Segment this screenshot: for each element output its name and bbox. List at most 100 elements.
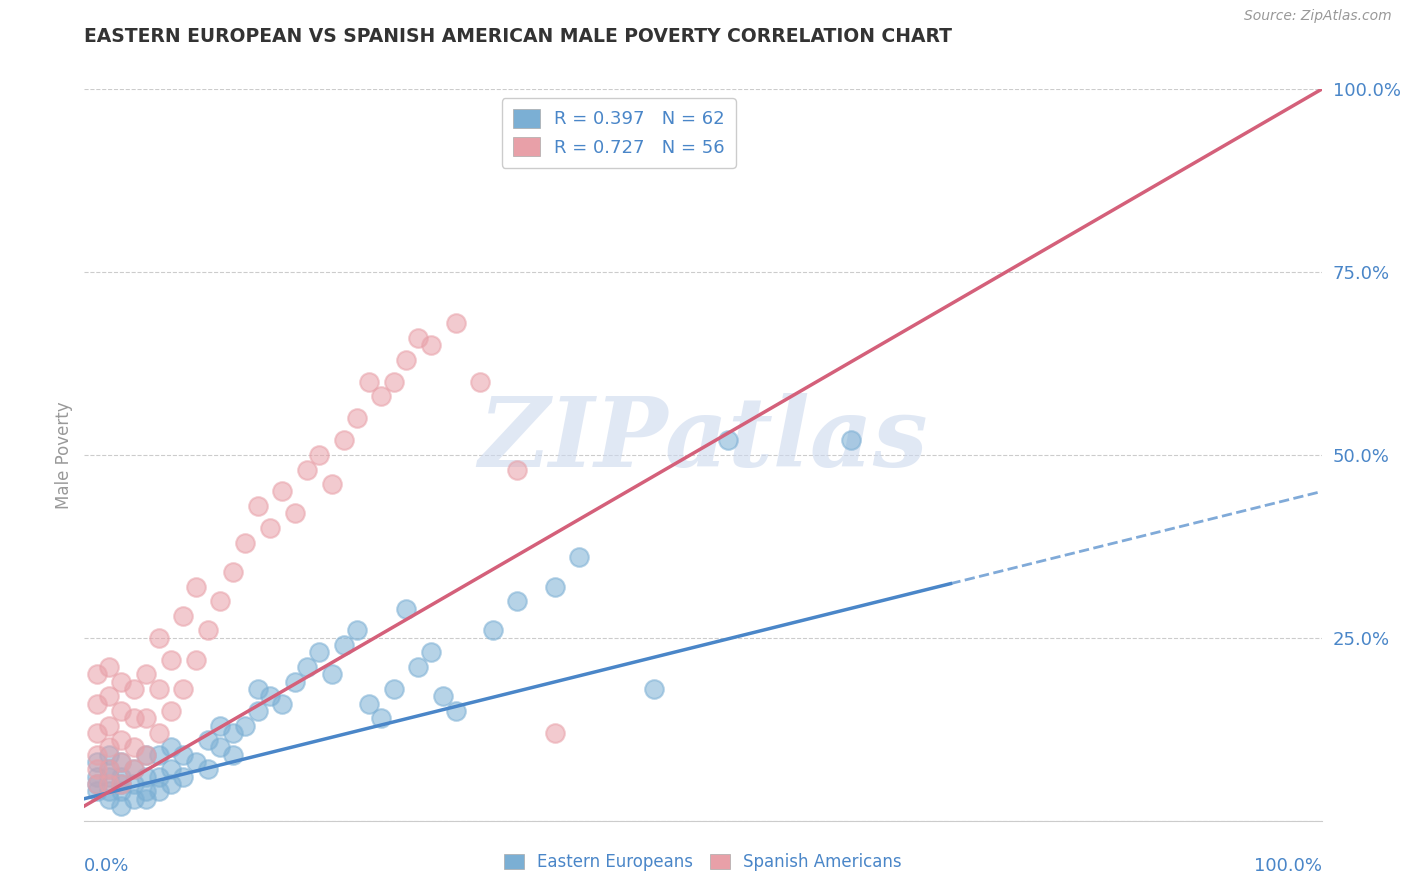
Point bbox=[86, 763, 108, 777]
Point bbox=[419, 645, 441, 659]
Point bbox=[98, 747, 121, 762]
Point bbox=[110, 733, 132, 747]
Point bbox=[86, 784, 108, 798]
Point bbox=[284, 674, 307, 689]
Point bbox=[481, 624, 503, 638]
Point bbox=[357, 375, 380, 389]
Point bbox=[543, 726, 565, 740]
Point bbox=[148, 681, 170, 696]
Point bbox=[271, 484, 294, 499]
Point bbox=[135, 711, 157, 725]
Point bbox=[246, 499, 269, 513]
Point bbox=[470, 375, 492, 389]
Point bbox=[122, 681, 145, 696]
Point bbox=[419, 338, 441, 352]
Point bbox=[321, 477, 343, 491]
Point bbox=[295, 660, 318, 674]
Point bbox=[184, 580, 207, 594]
Point bbox=[246, 681, 269, 696]
Text: Source: ZipAtlas.com: Source: ZipAtlas.com bbox=[1244, 9, 1392, 23]
Point bbox=[110, 777, 132, 791]
Point bbox=[506, 462, 529, 476]
Point bbox=[122, 791, 145, 805]
Point bbox=[98, 777, 121, 791]
Point bbox=[222, 565, 245, 579]
Point bbox=[98, 791, 121, 805]
Point bbox=[444, 316, 467, 330]
Point bbox=[98, 763, 121, 777]
Point bbox=[86, 777, 108, 791]
Text: EASTERN EUROPEAN VS SPANISH AMERICAN MALE POVERTY CORRELATION CHART: EASTERN EUROPEAN VS SPANISH AMERICAN MAL… bbox=[84, 27, 952, 45]
Text: 0.0%: 0.0% bbox=[84, 857, 129, 875]
Point bbox=[543, 580, 565, 594]
Point bbox=[122, 711, 145, 725]
Point bbox=[110, 674, 132, 689]
Point bbox=[86, 667, 108, 681]
Point bbox=[122, 740, 145, 755]
Point bbox=[259, 690, 281, 704]
Point bbox=[271, 697, 294, 711]
Text: ZIPatlas: ZIPatlas bbox=[478, 393, 928, 487]
Point bbox=[98, 690, 121, 704]
Legend: Eastern Europeans, Spanish Americans: Eastern Europeans, Spanish Americans bbox=[498, 847, 908, 878]
Y-axis label: Male Poverty: Male Poverty bbox=[55, 401, 73, 508]
Point bbox=[568, 550, 591, 565]
Point bbox=[160, 740, 183, 755]
Point bbox=[172, 608, 194, 623]
Point bbox=[98, 763, 121, 777]
Point bbox=[110, 799, 132, 814]
Point bbox=[135, 770, 157, 784]
Point bbox=[233, 535, 256, 549]
Point bbox=[110, 755, 132, 769]
Point bbox=[148, 747, 170, 762]
Point bbox=[259, 521, 281, 535]
Point bbox=[643, 681, 665, 696]
Point bbox=[432, 690, 454, 704]
Point bbox=[86, 755, 108, 769]
Point bbox=[122, 763, 145, 777]
Point bbox=[222, 726, 245, 740]
Point bbox=[148, 770, 170, 784]
Point bbox=[370, 389, 392, 403]
Point bbox=[295, 462, 318, 476]
Point bbox=[233, 718, 256, 732]
Point bbox=[184, 755, 207, 769]
Point bbox=[333, 434, 356, 448]
Point bbox=[135, 784, 157, 798]
Point bbox=[333, 638, 356, 652]
Point bbox=[370, 711, 392, 725]
Point bbox=[135, 791, 157, 805]
Point bbox=[160, 763, 183, 777]
Point bbox=[122, 777, 145, 791]
Point bbox=[98, 770, 121, 784]
Point bbox=[284, 507, 307, 521]
Point bbox=[395, 352, 418, 367]
Point bbox=[382, 375, 405, 389]
Point bbox=[98, 660, 121, 674]
Point bbox=[110, 770, 132, 784]
Point bbox=[148, 784, 170, 798]
Point bbox=[135, 747, 157, 762]
Point bbox=[346, 624, 368, 638]
Point bbox=[110, 704, 132, 718]
Point bbox=[110, 755, 132, 769]
Point bbox=[98, 784, 121, 798]
Point bbox=[209, 718, 232, 732]
Point bbox=[122, 763, 145, 777]
Point bbox=[308, 645, 330, 659]
Point bbox=[197, 624, 219, 638]
Point bbox=[717, 434, 740, 448]
Point bbox=[86, 770, 108, 784]
Point bbox=[246, 704, 269, 718]
Point bbox=[321, 667, 343, 681]
Point bbox=[209, 740, 232, 755]
Point bbox=[135, 667, 157, 681]
Point bbox=[172, 681, 194, 696]
Point bbox=[160, 777, 183, 791]
Point bbox=[135, 747, 157, 762]
Point bbox=[86, 747, 108, 762]
Point bbox=[160, 704, 183, 718]
Point bbox=[408, 331, 430, 345]
Point bbox=[209, 594, 232, 608]
Point bbox=[184, 653, 207, 667]
